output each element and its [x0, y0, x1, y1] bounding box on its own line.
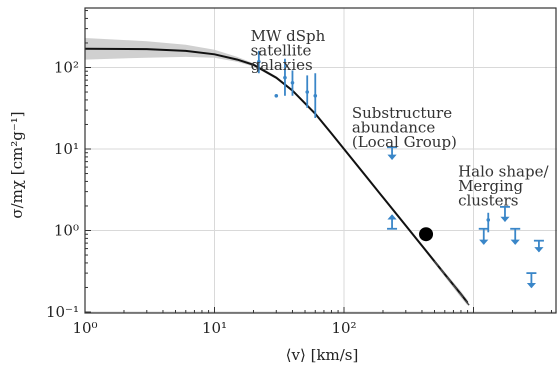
y-tick-label: 10⁻¹ — [46, 303, 79, 321]
plot-frame — [84, 7, 557, 314]
annotation-line: MW dSph — [251, 27, 326, 45]
model-curve-layer — [85, 47, 472, 308]
limit-arrow — [387, 214, 397, 220]
data-point — [257, 50, 261, 74]
limit-arrow — [510, 239, 520, 245]
data-point — [274, 93, 279, 98]
data-point — [283, 58, 287, 96]
point-marker — [305, 90, 310, 94]
annotation-text: MW dSph satellite galaxies — [251, 27, 326, 74]
annotations: MW dSph satellite galaxies Substructure abun… — [251, 27, 550, 209]
x-tick-label: 10¹ — [202, 319, 227, 337]
annotation-text: Halo shape/Merging clusters — [458, 162, 549, 209]
annotation-line: galaxies — [251, 56, 313, 74]
annotation-line: clusters — [458, 191, 518, 209]
data-point — [478, 227, 489, 245]
data-point — [387, 146, 398, 160]
y-tick-label: 10² — [54, 59, 79, 77]
limit-arrow — [500, 216, 510, 222]
point-marker — [313, 93, 318, 98]
data-point — [499, 205, 510, 222]
data-point — [387, 214, 398, 230]
data-point — [313, 73, 318, 119]
annotation-line: Merging — [458, 177, 523, 195]
model-curve — [85, 47, 469, 304]
data-point — [533, 239, 544, 253]
y-tick-label: 10¹ — [54, 140, 79, 158]
x-axis-label: ⟨v⟩ [km/s] — [286, 346, 359, 364]
point-marker — [290, 80, 295, 85]
limit-arrow — [387, 154, 397, 160]
annotation-line: Substructure — [352, 104, 452, 122]
data-point — [526, 272, 537, 289]
frame-rect — [84, 7, 557, 314]
point-marker — [486, 218, 491, 222]
x-tick-label: 10⁰ — [72, 319, 97, 337]
limit-arrow — [479, 239, 489, 245]
annotation-line: Halo shape/ — [458, 162, 549, 180]
annotation-line: satellite — [251, 42, 312, 60]
x-tick-label: 10² — [331, 319, 356, 337]
annotation-text: Substructure abundance (Local Group) — [352, 104, 457, 151]
point-marker — [257, 59, 261, 64]
limit-arrow — [534, 247, 544, 253]
highlight-point — [419, 227, 434, 242]
annotation-line: (Local Group) — [352, 133, 457, 151]
grid — [84, 8, 557, 313]
data-point — [305, 75, 310, 108]
data-point — [486, 212, 491, 233]
data-point — [290, 70, 295, 96]
data-points — [257, 50, 544, 289]
point-marker — [283, 75, 287, 80]
point-marker — [274, 93, 279, 98]
limit-arrow — [526, 282, 537, 289]
data-point — [510, 227, 521, 245]
annotation-line: abundance — [352, 119, 435, 137]
y-axis-label: σ/mχ [cm²g⁻¹] — [8, 111, 26, 218]
y-tick-label: 10⁰ — [54, 222, 79, 240]
